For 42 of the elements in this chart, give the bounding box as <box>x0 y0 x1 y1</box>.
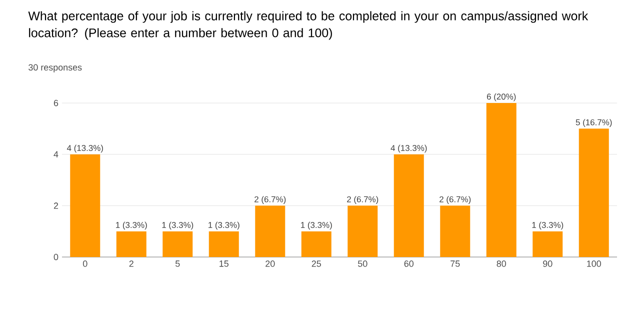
bar <box>70 154 100 257</box>
x-tick-label: 0 <box>82 260 88 267</box>
data-label: 4 (13.3%) <box>390 144 427 153</box>
bar <box>440 206 470 257</box>
data-label: 6 (20%) <box>486 93 516 102</box>
data-label: 5 (16.7%) <box>576 119 612 127</box>
data-label: 2 (6.7%) <box>254 196 286 204</box>
y-tick-label: 6 <box>54 100 58 106</box>
data-label: 1 (3.3%) <box>162 222 194 230</box>
bar <box>255 206 286 257</box>
y-tick-label: 2 <box>54 202 58 209</box>
x-tick-label: 20 <box>266 260 275 267</box>
x-tick-label: 50 <box>358 260 368 267</box>
x-tick-label: 60 <box>404 260 414 267</box>
x-tick-label: 75 <box>450 260 460 267</box>
data-label: 2 (6.7%) <box>440 196 471 204</box>
x-tick-label: 15 <box>220 260 228 267</box>
x-tick-label: 5 <box>176 260 180 267</box>
x-tick-label: 80 <box>496 260 506 267</box>
x-tick-label: 2 <box>129 260 134 267</box>
bar <box>301 231 332 257</box>
bar <box>162 231 193 257</box>
y-tick-label: 0 <box>54 254 58 260</box>
bar <box>486 103 516 257</box>
bar <box>208 231 239 257</box>
data-label: 1 (3.3%) <box>116 222 147 230</box>
bar <box>578 128 609 257</box>
bar <box>532 231 563 257</box>
chart-title: What percentage of your job is currently required to be completed in your on campus/assigned work location? (Please enter a number between 0 and 100) <box>28 11 588 40</box>
data-label: 1 (3.3%) <box>532 222 564 230</box>
x-tick-label: 90 <box>543 260 552 267</box>
x-tick-label: 100 <box>587 260 602 267</box>
data-label: 4 (13.3%) <box>66 144 103 153</box>
y-tick-label: 4 <box>54 151 58 158</box>
bar <box>348 206 378 257</box>
bar <box>394 154 424 257</box>
data-label: 1 (3.3%) <box>301 222 332 230</box>
data-label: 2 (6.7%) <box>347 196 378 204</box>
x-tick-label: 25 <box>312 260 321 267</box>
bar <box>116 231 146 257</box>
chart-subtitle: 30 responses <box>28 64 82 72</box>
data-label: 1 (3.3%) <box>208 222 240 230</box>
